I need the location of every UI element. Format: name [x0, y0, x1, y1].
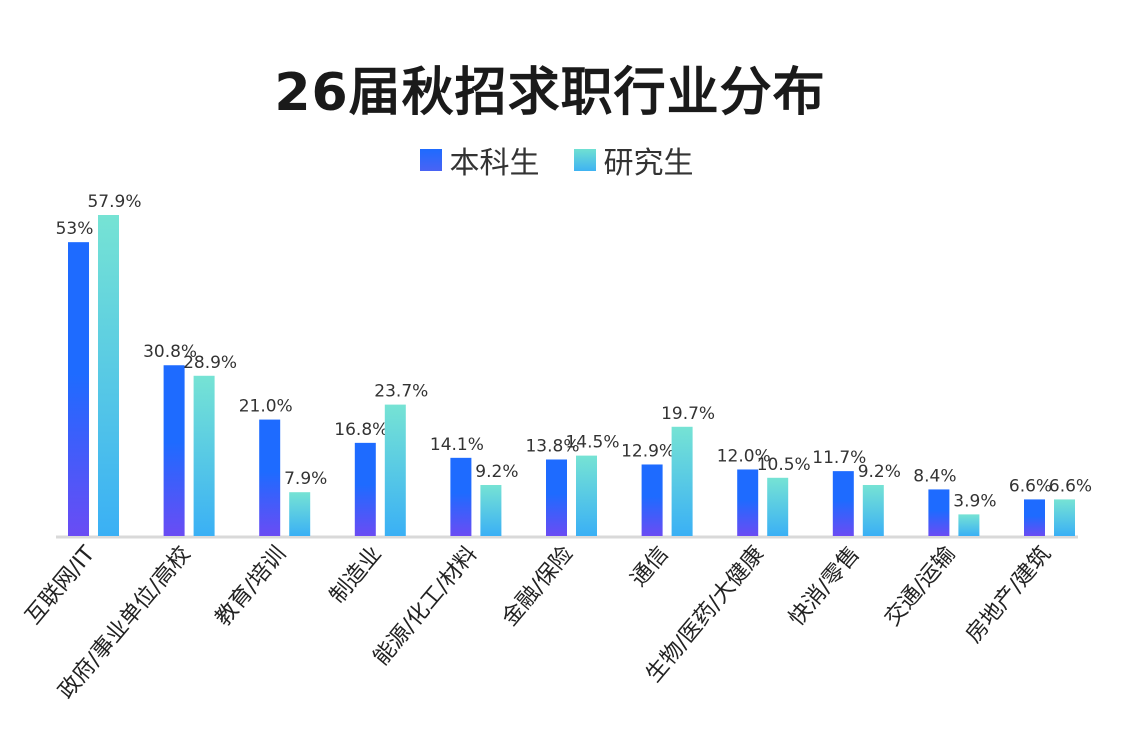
bar-graduate-2[interactable]: [289, 492, 311, 536]
data-label-undergrad-10: 6.6%: [1009, 476, 1052, 496]
bar-undergrad-8[interactable]: [832, 471, 854, 536]
data-label-undergrad-8: 11.7%: [812, 448, 866, 468]
bar-graduate-9[interactable]: [958, 514, 980, 536]
bar-graduate-8[interactable]: [862, 484, 884, 536]
category-label-4: 能源/化工/材料: [369, 542, 483, 671]
bar-undergrad-5[interactable]: [546, 459, 567, 536]
data-label-graduate-5: 14.5%: [565, 433, 619, 453]
bar-undergrad-1[interactable]: [163, 365, 185, 536]
data-label-graduate-10: 6.6%: [1049, 476, 1092, 496]
data-label-graduate-6: 19.7%: [661, 404, 715, 424]
bar-undergrad-3[interactable]: [354, 442, 376, 536]
data-label-graduate-0: 57.9%: [87, 192, 141, 212]
legend-swatch-undergrad: [419, 149, 442, 171]
bar-undergrad-10[interactable]: [1024, 499, 1045, 536]
bar-graduate-6[interactable]: [671, 426, 693, 536]
data-label-undergrad-6: 12.9%: [621, 441, 675, 461]
legend-item-graduate[interactable]: 研究生: [573, 138, 694, 182]
category-label-10: 房地产/建筑: [961, 542, 1056, 648]
data-label-undergrad-1: 30.8%: [143, 342, 197, 362]
data-label-undergrad-0: 53%: [56, 219, 94, 239]
category-label-9: 交通/运输: [880, 542, 960, 631]
bar-graduate-1[interactable]: [193, 375, 215, 536]
data-label-undergrad-3: 16.8%: [334, 420, 388, 440]
category-label-5: 金融/保险: [498, 542, 578, 631]
data-label-graduate-1: 28.9%: [183, 353, 237, 373]
category-label-3: 制造业: [325, 542, 387, 609]
bar-undergrad-0[interactable]: [68, 242, 89, 536]
data-label-undergrad-5: 13.8%: [525, 436, 579, 456]
bar-graduate-10[interactable]: [1054, 499, 1075, 536]
legend-label-graduate: 研究生: [603, 146, 694, 181]
bar-graduate-5[interactable]: [576, 455, 597, 536]
bar-graduate-0[interactable]: [98, 215, 119, 536]
data-label-undergrad-2: 21.0%: [239, 397, 293, 417]
data-label-graduate-8: 9.2%: [858, 462, 901, 482]
bar-graduate-3[interactable]: [384, 404, 406, 536]
category-label-6: 通信: [626, 542, 673, 592]
category-label-0: 互联网/IT: [21, 541, 101, 629]
bar-graduate-4[interactable]: [480, 484, 502, 536]
bar-undergrad-2[interactable]: [259, 419, 281, 536]
legend-swatch-graduate: [573, 149, 596, 171]
data-label-graduate-2: 7.9%: [284, 469, 327, 489]
chart-title: 26届秋招求职行业分布: [274, 63, 826, 123]
data-label-graduate-7: 10.5%: [757, 455, 811, 475]
bar-undergrad-6[interactable]: [641, 464, 663, 536]
category-label-2: 教育/培训: [211, 542, 291, 631]
data-label-graduate-4: 9.2%: [475, 462, 518, 482]
data-label-graduate-9: 3.9%: [953, 491, 996, 511]
data-label-graduate-3: 23.7%: [374, 382, 428, 402]
bar-graduate-7[interactable]: [767, 477, 789, 536]
bar-undergrad-7[interactable]: [737, 469, 759, 536]
data-label-undergrad-7: 12.0%: [717, 446, 771, 466]
legend: 本科生 研究生: [0, 138, 1113, 182]
bar-undergrad-9[interactable]: [928, 489, 950, 536]
category-label-8: 快消/零售: [784, 542, 864, 631]
data-label-undergrad-4: 14.1%: [430, 435, 484, 455]
legend-item-undergrad[interactable]: 本科生: [419, 138, 540, 182]
data-label-undergrad-9: 8.4%: [913, 466, 956, 486]
legend-label-undergrad: 本科生: [449, 146, 540, 181]
bar-undergrad-4[interactable]: [450, 457, 472, 536]
